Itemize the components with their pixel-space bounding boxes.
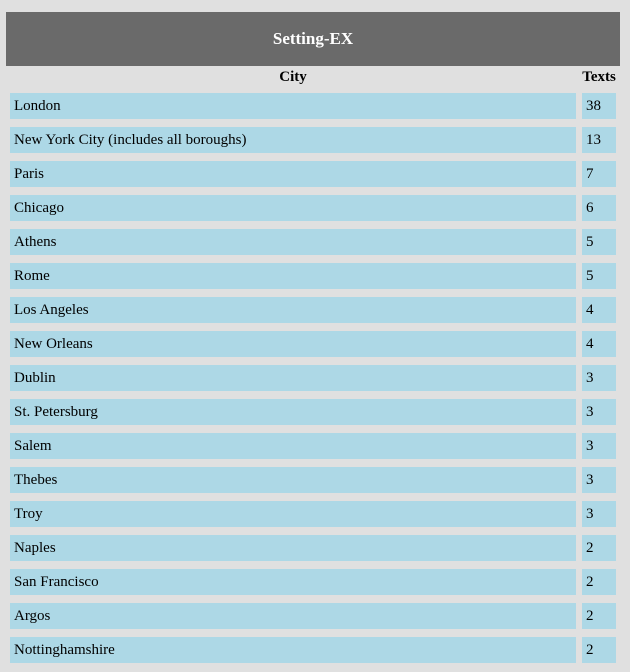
table-row: Los Angeles 4 [0,296,630,330]
table-row: Argos 2 [0,602,630,636]
table-title: Setting-EX [6,12,620,66]
table-row: Troy 3 [0,500,630,534]
texts-cell: 7 [582,161,616,187]
city-cell: St. Petersburg [10,399,576,425]
texts-cell: 38 [582,93,616,119]
table-row: Chicago 6 [0,194,630,228]
texts-cell: 4 [582,297,616,323]
column-header-texts: Texts [582,69,616,85]
city-cell: Dublin [10,365,576,391]
city-cell: London [10,93,576,119]
table-row: Athens 5 [0,228,630,262]
texts-cell: 2 [582,637,616,663]
table-row: San Francisco 2 [0,568,630,602]
city-cell: Paris [10,161,576,187]
texts-cell: 2 [582,569,616,595]
table-body: London 38 New York City (includes all bo… [0,92,630,670]
texts-cell: 5 [582,229,616,255]
city-cell: Athens [10,229,576,255]
table-row: Salem 3 [0,432,630,466]
city-cell: Chicago [10,195,576,221]
table-row: Thebes 3 [0,466,630,500]
texts-cell: 6 [582,195,616,221]
city-cell: Los Angeles [10,297,576,323]
texts-cell: 5 [582,263,616,289]
city-cell: San Francisco [10,569,576,595]
table-row: New Orleans 4 [0,330,630,364]
city-cell: New York City (includes all boroughs) [10,127,576,153]
table-row: Nottinghamshire 2 [0,636,630,670]
table-row: New York City (includes all boroughs) 13 [0,126,630,160]
texts-cell: 2 [582,535,616,561]
texts-cell: 3 [582,433,616,459]
table-row: St. Petersburg 3 [0,398,630,432]
table-row: Dublin 3 [0,364,630,398]
texts-cell: 4 [582,331,616,357]
texts-cell: 2 [582,603,616,629]
column-header-city: City [279,69,307,85]
table-row: Naples 2 [0,534,630,568]
texts-cell: 3 [582,501,616,527]
table-row: London 38 [0,92,630,126]
texts-cell: 3 [582,399,616,425]
texts-cell: 3 [582,467,616,493]
texts-cell: 13 [582,127,616,153]
texts-cell: 3 [582,365,616,391]
city-cell: Salem [10,433,576,459]
city-cell: Rome [10,263,576,289]
city-cell: Nottinghamshire [10,637,576,663]
city-cell: Thebes [10,467,576,493]
city-cell: New Orleans [10,331,576,357]
table-row: Rome 5 [0,262,630,296]
table-row: Paris 7 [0,160,630,194]
city-cell: Argos [10,603,576,629]
city-cell: Troy [10,501,576,527]
city-cell: Naples [10,535,576,561]
